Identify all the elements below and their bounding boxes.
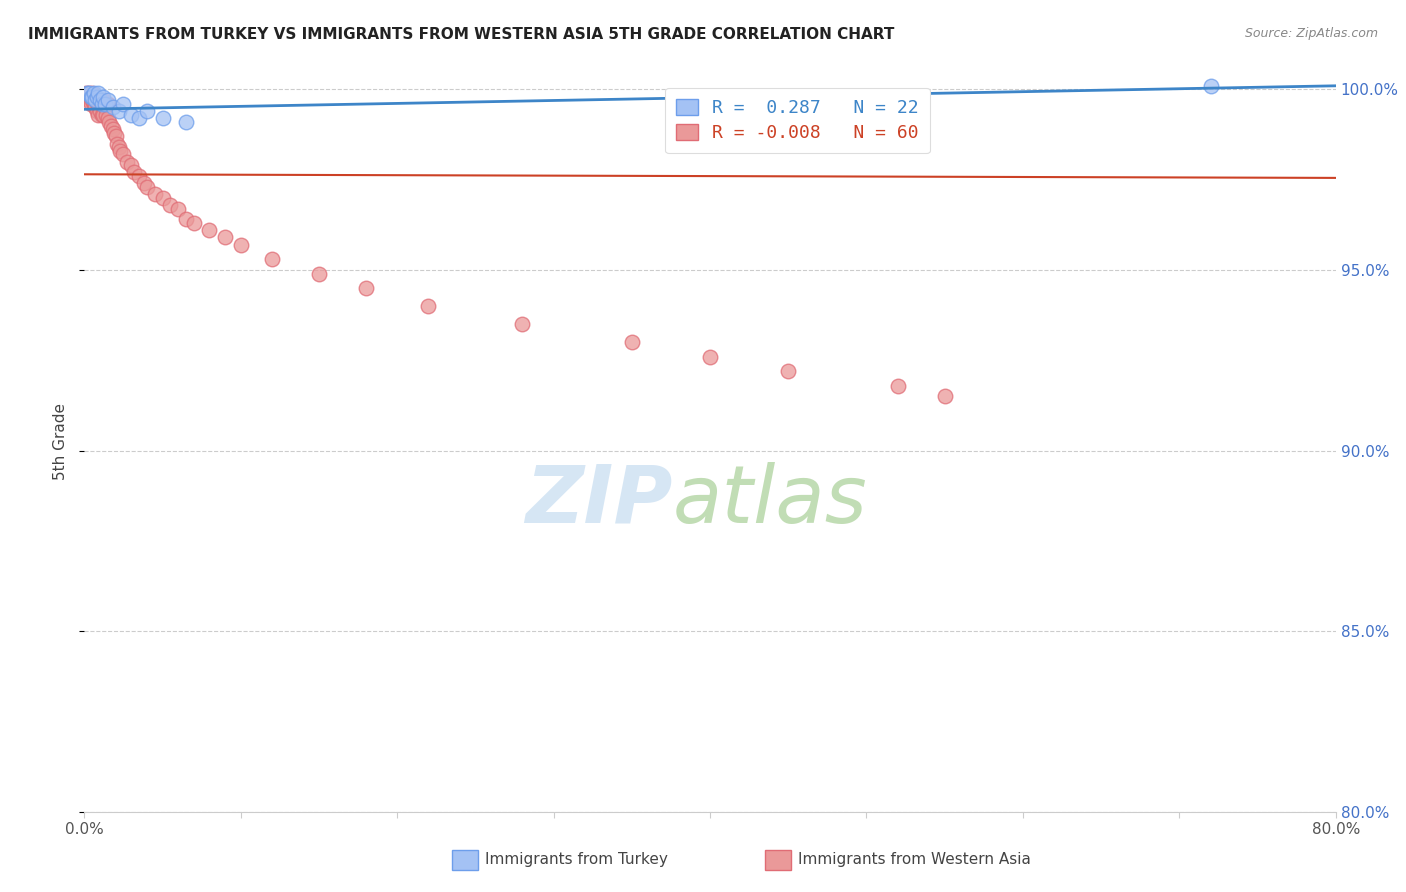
Point bbox=[86, 89, 108, 103]
Point bbox=[214, 230, 236, 244]
Text: ZIP: ZIP bbox=[524, 462, 672, 540]
Point bbox=[512, 317, 534, 331]
Point bbox=[174, 115, 197, 129]
Text: Source: ZipAtlas.com: Source: ZipAtlas.com bbox=[1244, 27, 1378, 40]
Point bbox=[79, 89, 101, 103]
Point bbox=[136, 104, 159, 119]
Point bbox=[167, 202, 190, 216]
Point bbox=[174, 212, 197, 227]
Point bbox=[87, 86, 110, 100]
Point bbox=[79, 96, 101, 111]
Point bbox=[103, 126, 125, 140]
Point bbox=[132, 177, 155, 191]
Point bbox=[84, 100, 107, 114]
Point bbox=[87, 108, 110, 122]
Point bbox=[105, 136, 128, 151]
Point bbox=[418, 299, 440, 313]
Point bbox=[136, 180, 159, 194]
Point bbox=[104, 129, 127, 144]
Point bbox=[91, 89, 114, 103]
Point bbox=[86, 104, 108, 119]
Point bbox=[90, 96, 112, 111]
Point bbox=[76, 86, 98, 100]
Point bbox=[887, 378, 910, 392]
Point bbox=[82, 89, 104, 103]
Point bbox=[107, 140, 129, 154]
Point bbox=[152, 112, 174, 126]
Point bbox=[89, 104, 111, 119]
Point bbox=[97, 96, 120, 111]
Point bbox=[115, 154, 138, 169]
Point bbox=[89, 93, 111, 107]
Text: Immigrants from Turkey: Immigrants from Turkey bbox=[485, 853, 668, 867]
Text: atlas: atlas bbox=[672, 462, 868, 540]
Point bbox=[143, 187, 166, 202]
Point bbox=[83, 86, 105, 100]
Point bbox=[699, 350, 721, 364]
Point bbox=[112, 96, 135, 111]
Point bbox=[77, 86, 100, 100]
Point bbox=[229, 237, 252, 252]
Point bbox=[152, 191, 174, 205]
Point bbox=[90, 108, 112, 122]
Point bbox=[183, 216, 205, 230]
Point bbox=[79, 89, 101, 103]
Point bbox=[91, 108, 114, 122]
Point bbox=[308, 267, 330, 281]
Point bbox=[98, 115, 121, 129]
Point bbox=[89, 93, 111, 107]
Point bbox=[124, 165, 146, 179]
Point bbox=[91, 93, 114, 107]
Point bbox=[120, 158, 142, 172]
Point bbox=[86, 93, 108, 107]
Point bbox=[100, 119, 122, 133]
Point bbox=[101, 100, 124, 114]
Point bbox=[75, 86, 97, 100]
Point bbox=[97, 93, 120, 107]
Point bbox=[76, 89, 98, 103]
Legend: R =  0.287   N = 22, R = -0.008   N = 60: R = 0.287 N = 22, R = -0.008 N = 60 bbox=[665, 87, 929, 153]
Point bbox=[198, 223, 221, 237]
Point bbox=[97, 112, 120, 126]
Point bbox=[83, 89, 105, 103]
Point bbox=[82, 93, 104, 107]
Point bbox=[77, 86, 100, 100]
Point bbox=[84, 93, 107, 107]
Point bbox=[354, 281, 377, 295]
Point bbox=[90, 96, 112, 111]
Point bbox=[84, 93, 107, 107]
Point bbox=[1199, 78, 1222, 93]
Point bbox=[93, 100, 115, 114]
Point bbox=[262, 252, 284, 267]
Point bbox=[128, 169, 150, 183]
Point bbox=[778, 364, 800, 378]
Point bbox=[620, 335, 643, 350]
Point bbox=[120, 108, 142, 122]
Point bbox=[159, 198, 181, 212]
Point bbox=[107, 104, 129, 119]
Point bbox=[77, 93, 100, 107]
Point bbox=[110, 144, 132, 158]
Y-axis label: 5th Grade: 5th Grade bbox=[52, 403, 67, 480]
Point bbox=[934, 389, 956, 403]
Point bbox=[96, 108, 118, 122]
Point bbox=[93, 96, 115, 111]
Point bbox=[128, 112, 150, 126]
Point bbox=[83, 96, 105, 111]
Text: IMMIGRANTS FROM TURKEY VS IMMIGRANTS FROM WESTERN ASIA 5TH GRADE CORRELATION CHA: IMMIGRANTS FROM TURKEY VS IMMIGRANTS FRO… bbox=[28, 27, 894, 42]
Point bbox=[101, 122, 124, 136]
Point bbox=[82, 86, 104, 100]
Point bbox=[87, 96, 110, 111]
Text: Immigrants from Western Asia: Immigrants from Western Asia bbox=[797, 853, 1031, 867]
Point bbox=[112, 147, 135, 161]
